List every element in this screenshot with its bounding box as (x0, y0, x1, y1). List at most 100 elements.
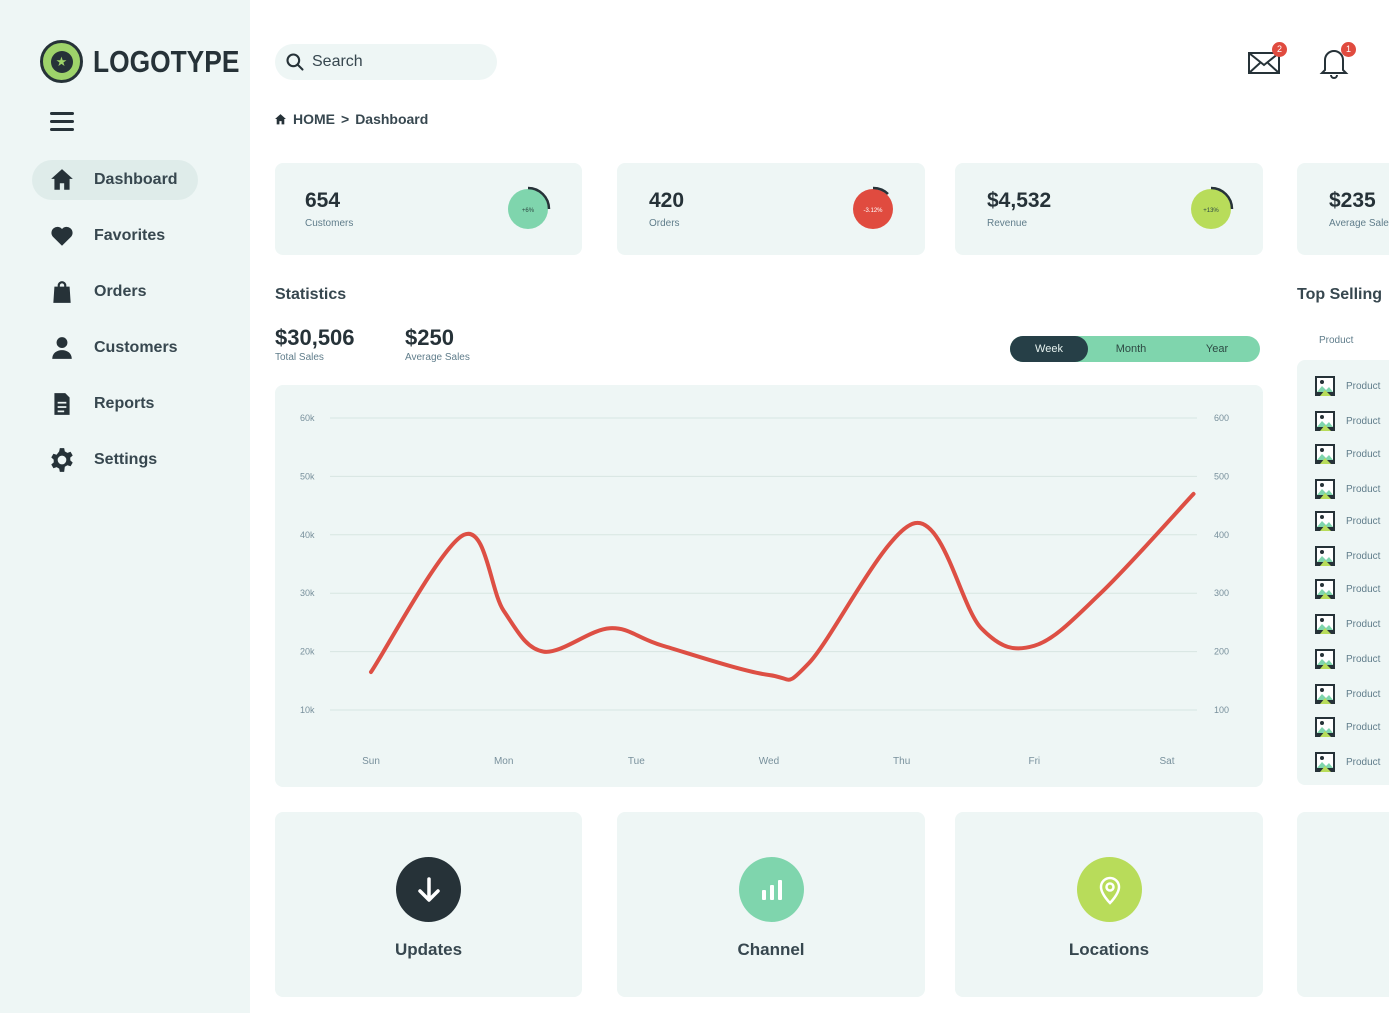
period-month-tab[interactable]: Month (1115, 343, 1147, 355)
period-year-tab[interactable]: Year (1205, 343, 1229, 355)
y-tick-right: 600 (1214, 413, 1229, 423)
sidebar-item-orders[interactable]: Orders (32, 272, 242, 312)
period-toggle: Week Month Year (1010, 336, 1260, 362)
product-image-icon (1315, 376, 1335, 396)
top-selling-item[interactable]: Product (1314, 578, 1380, 600)
y-tick-right: 400 (1214, 530, 1229, 540)
mail-button[interactable]: 2 (1247, 42, 1287, 84)
sidebar-item-label: Dashboard (94, 171, 178, 188)
sidebar-item-reports[interactable]: Reports (32, 384, 242, 424)
sidebar: ★ LOGOTYPE Dashboard Favorites Orders Cu… (0, 0, 250, 1013)
product-name: Product (1346, 448, 1381, 460)
y-tick-right: 200 (1214, 647, 1229, 657)
product-name: Product (1346, 618, 1381, 630)
stat-value: 654 (305, 189, 341, 212)
search-input[interactable] (312, 53, 482, 71)
stat-card-average-sale[interactable]: $235 Average Sale (1297, 163, 1389, 255)
y-tick-left: 60k (300, 413, 315, 423)
line-chart: 60k 600 50k 500 40k 400 30k 300 20k 200 10k 100 Sun M… (300, 413, 1229, 767)
top-selling-item[interactable]: Product (1314, 716, 1380, 738)
hamburger-menu-icon[interactable] (50, 112, 74, 132)
product-name: Product (1346, 380, 1381, 392)
sidebar-item-favorites[interactable]: Favorites (32, 216, 242, 256)
location-pin-icon (1077, 857, 1142, 922)
card-label: Channel (737, 940, 805, 959)
card-label: Updates (394, 940, 463, 959)
card-label: Locations (1068, 940, 1150, 959)
product-image-icon (1315, 684, 1335, 704)
stat-value: $4,532 (987, 189, 1052, 212)
x-tick-label: Fri (1028, 756, 1040, 767)
stat-label: Customers (305, 218, 354, 229)
sidebar-item-label: Settings (94, 451, 158, 468)
stat-label: Orders (649, 218, 680, 229)
top-selling-item[interactable]: Product (1314, 410, 1380, 432)
product-image-icon (1315, 479, 1335, 499)
product-name: Product (1346, 515, 1381, 527)
top-selling-column-header: Product (1319, 335, 1354, 346)
x-tick-label: Sun (362, 756, 380, 767)
ring-text: +6% (522, 208, 535, 214)
channel-card[interactable]: Channel (617, 812, 925, 997)
updates-card[interactable]: Updates (275, 812, 582, 997)
sidebar-item-label: Favorites (94, 227, 166, 244)
notifications-button[interactable]: 1 (1316, 42, 1356, 84)
sidebar-item-dashboard[interactable]: Dashboard (32, 160, 198, 200)
search-bar[interactable] (275, 44, 497, 80)
stat-label: Revenue (987, 218, 1028, 229)
ring-text: +13% (1203, 208, 1219, 214)
ring-text: -3.12% (863, 208, 883, 214)
logo-text: LOGOTYPE (93, 43, 240, 79)
bar-chart-icon (739, 857, 804, 922)
search-icon (286, 53, 304, 71)
stat-card-customers[interactable]: 654 Customers +6% (275, 163, 582, 255)
home-icon (275, 113, 286, 124)
top-selling-item[interactable]: Product (1314, 648, 1380, 670)
locations-card[interactable]: Locations (955, 812, 1263, 997)
sidebar-nav: Dashboard Favorites Orders Customers Rep… (32, 160, 242, 496)
document-icon (48, 390, 76, 418)
sidebar-item-settings[interactable]: Settings (32, 440, 242, 480)
product-image-icon (1315, 752, 1335, 772)
top-selling-item[interactable]: Product (1314, 613, 1380, 635)
breadcrumb: HOME > Dashboard (274, 111, 428, 127)
heart-icon (48, 222, 76, 250)
product-name: Product (1346, 415, 1381, 427)
top-selling-item[interactable]: Product (1314, 443, 1380, 465)
y-tick-left: 30k (300, 588, 315, 598)
statistics-title: Statistics (275, 286, 347, 303)
sidebar-item-customers[interactable]: Customers (32, 328, 242, 368)
bell-icon (1319, 50, 1349, 79)
stat-card-revenue[interactable]: $4,532 Revenue +13% (955, 163, 1263, 255)
product-image-icon (1315, 649, 1335, 669)
stat-card-orders[interactable]: 420 Orders -3.12% (617, 163, 925, 255)
stat-value: $235 (1329, 189, 1376, 212)
y-tick-left: 40k (300, 530, 315, 540)
breadcrumb-home[interactable]: HOME (293, 111, 335, 127)
logo[interactable]: ★ LOGOTYPE (40, 40, 265, 83)
y-tick-right: 300 (1214, 588, 1229, 598)
home-icon (48, 166, 76, 194)
period-week-tab[interactable]: Week (1010, 336, 1088, 362)
top-selling-item[interactable]: Product (1314, 751, 1380, 773)
sales-series-line (369, 491, 1196, 682)
gear-icon (48, 446, 76, 474)
stat-value: 420 (649, 189, 685, 212)
y-tick-left: 20k (300, 647, 315, 657)
x-tick-label: Sat (1159, 756, 1174, 767)
x-tick-label: Wed (759, 756, 779, 767)
product-name: Product (1346, 583, 1381, 595)
top-selling-item[interactable]: Product (1314, 683, 1380, 705)
top-selling-item[interactable]: Product (1314, 478, 1380, 500)
product-image-icon (1315, 444, 1335, 464)
extra-card[interactable] (1297, 812, 1389, 997)
top-selling-item[interactable]: Product (1314, 510, 1380, 532)
mail-icon (1248, 52, 1280, 74)
top-selling-item[interactable]: Product (1314, 545, 1380, 567)
top-selling-item[interactable]: Product (1314, 375, 1380, 397)
product-name: Product (1346, 550, 1381, 562)
breadcrumb-separator: > (341, 111, 350, 127)
x-tick-label: Mon (494, 756, 513, 767)
stat-label: Average Sale (1329, 218, 1389, 229)
